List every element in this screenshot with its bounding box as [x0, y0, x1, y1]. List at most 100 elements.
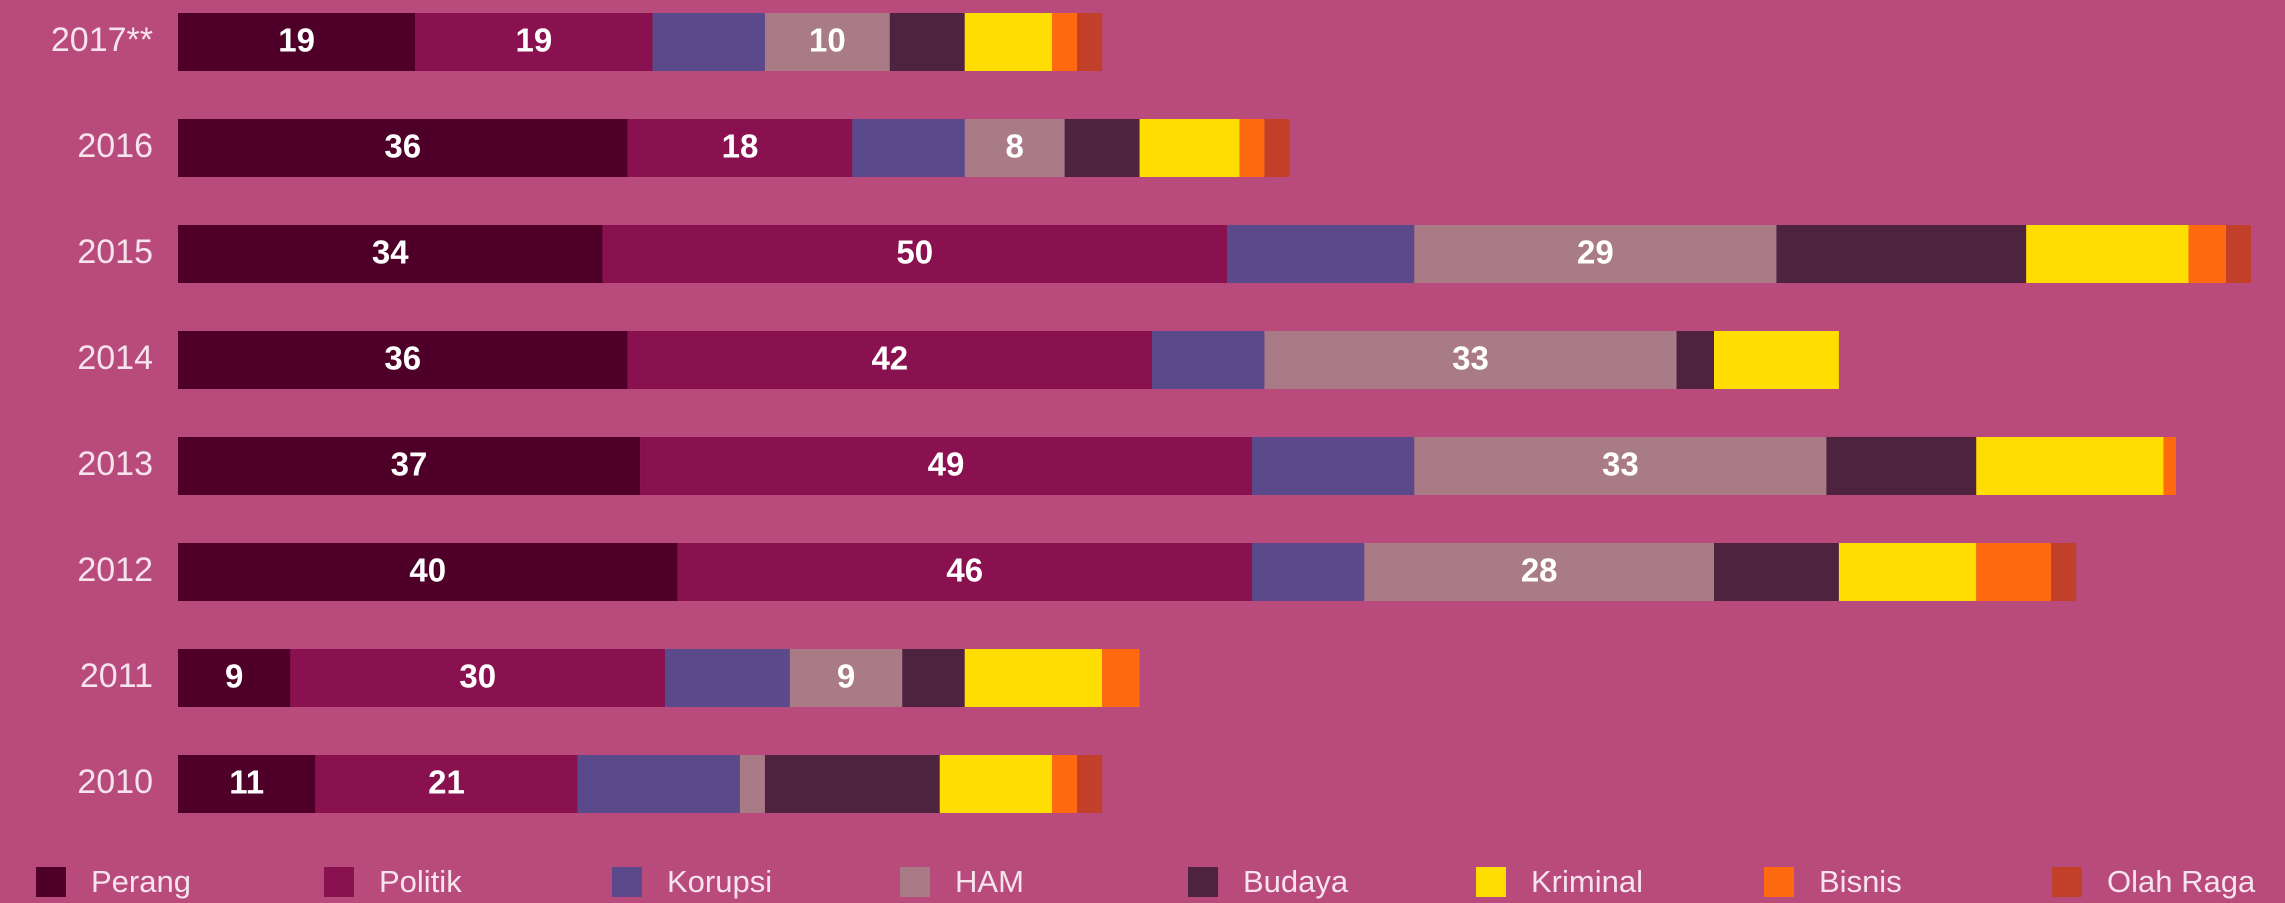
- bar-segment: [178, 543, 678, 601]
- bar-segment: [178, 119, 628, 177]
- legend-label: Kriminal: [1531, 864, 1643, 899]
- category-label: 2015: [77, 233, 153, 271]
- legend-swatch: [900, 867, 930, 897]
- bar-segment: [902, 649, 965, 707]
- bar-segment: [627, 331, 1153, 389]
- bar-segment: [178, 649, 291, 707]
- legend-swatch: [1188, 867, 1218, 897]
- bar-segment: [2051, 543, 2077, 601]
- value-label: 9: [837, 658, 855, 695]
- bar-segment: [677, 543, 1252, 601]
- bar-segment: [1414, 225, 1777, 283]
- legend-label: Perang: [91, 864, 191, 899]
- bar-segment: [789, 649, 903, 707]
- value-label: 19: [278, 22, 315, 59]
- bar-segment: [1264, 331, 1677, 389]
- value-label: 28: [1521, 552, 1558, 589]
- bar-segment: [2226, 225, 2251, 283]
- value-label: 21: [428, 764, 465, 801]
- legend-swatch: [324, 867, 354, 897]
- bar-segment: [1776, 225, 2027, 283]
- bar-segment: [1826, 437, 1977, 495]
- category-label: 2016: [77, 127, 153, 165]
- bar-segment: [577, 755, 740, 813]
- category-label: 2012: [77, 551, 153, 589]
- bar-segment: [640, 437, 1252, 495]
- legend-label: Korupsi: [667, 864, 772, 899]
- bar-segment: [1838, 543, 1977, 601]
- legend-swatch: [1764, 867, 1794, 897]
- value-label: 11: [229, 764, 264, 801]
- legend-swatch: [36, 867, 66, 897]
- value-label: 49: [928, 446, 965, 483]
- bar-segment: [852, 119, 965, 177]
- bar-segment: [627, 119, 853, 177]
- bar-segment: [1239, 119, 1265, 177]
- bar-segment: [1139, 119, 1240, 177]
- bar-segment: [1251, 437, 1415, 495]
- bar-segment: [178, 755, 316, 813]
- category-label: 2017**: [51, 21, 153, 59]
- bar-segment: [415, 13, 653, 71]
- value-label: 33: [1452, 340, 1489, 377]
- bar-segment: [178, 225, 603, 283]
- bar-segment: [652, 13, 765, 71]
- value-label: 9: [225, 658, 243, 695]
- bar-segment: [1714, 331, 1839, 389]
- value-label: 42: [871, 340, 908, 377]
- category-label: 2014: [77, 339, 153, 377]
- bar-segment: [1714, 543, 1839, 601]
- bar-segment: [1676, 331, 1715, 389]
- bar-segment: [1052, 755, 1078, 813]
- value-label: 8: [1006, 128, 1024, 165]
- value-label: 50: [896, 234, 933, 271]
- value-label: 29: [1577, 234, 1614, 271]
- bar-segment: [178, 437, 641, 495]
- value-label: 33: [1602, 446, 1639, 483]
- bar-segment: [939, 755, 1053, 813]
- value-label: 36: [384, 340, 421, 377]
- bar-segment: [1152, 331, 1265, 389]
- bar-segment: [1102, 649, 1140, 707]
- bar-segment: [2026, 225, 2189, 283]
- bar-segment: [964, 119, 1065, 177]
- bar-segment: [764, 755, 940, 813]
- value-label: 18: [722, 128, 759, 165]
- bar-segment: [1251, 543, 1365, 601]
- bar-segment: [1414, 437, 1827, 495]
- bar-segment: [665, 649, 790, 707]
- bar-segment: [1052, 13, 1078, 71]
- legend-label: Politik: [379, 864, 462, 899]
- bar-segment: [1077, 755, 1103, 813]
- value-label: 36: [384, 128, 421, 165]
- legend-label: HAM: [955, 864, 1024, 899]
- bar-segment: [178, 13, 416, 71]
- value-label: 40: [409, 552, 446, 589]
- bar-segment: [1226, 225, 1415, 283]
- category-label: 2011: [80, 657, 153, 695]
- bar-segment: [764, 13, 890, 71]
- legend-swatch: [2052, 867, 2082, 897]
- category-label: 2013: [77, 445, 153, 483]
- bar-segment: [739, 755, 765, 813]
- bar-segment: [1976, 437, 2164, 495]
- bar-segment: [1976, 543, 2052, 601]
- value-label: 34: [372, 234, 409, 271]
- bar-segment: [290, 649, 666, 707]
- bar-segment: [889, 13, 965, 71]
- value-label: 46: [946, 552, 983, 589]
- bar-segment: [964, 649, 1103, 707]
- legend-label: Budaya: [1243, 864, 1349, 899]
- category-label: 2010: [77, 763, 153, 801]
- bar-segment: [1064, 119, 1140, 177]
- legend-swatch: [612, 867, 642, 897]
- bar-segment: [602, 225, 1227, 283]
- bar-segment: [1364, 543, 1715, 601]
- bar-segment: [2188, 225, 2227, 283]
- legend-swatch: [1476, 867, 1506, 897]
- bar-segment: [1077, 13, 1103, 71]
- bar-segment: [178, 331, 628, 389]
- legend-label: Olah Raga: [2107, 864, 2256, 899]
- value-label: 30: [459, 658, 496, 695]
